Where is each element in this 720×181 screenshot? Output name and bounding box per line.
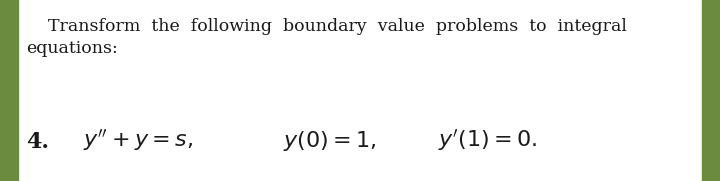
Text: $y'' + y = s,$: $y'' + y = s,$ bbox=[83, 127, 193, 153]
Text: $y'(1) = 0.$: $y'(1) = 0.$ bbox=[438, 127, 537, 153]
Text: $y(0) = 1,$: $y(0) = 1,$ bbox=[283, 129, 377, 153]
Text: 4.: 4. bbox=[26, 131, 49, 153]
Bar bbox=[702, 0, 720, 181]
Text: equations:: equations: bbox=[26, 40, 118, 57]
Bar bbox=[0, 0, 18, 181]
Text: Transform  the  following  boundary  value  problems  to  integral: Transform the following boundary value p… bbox=[48, 18, 627, 35]
